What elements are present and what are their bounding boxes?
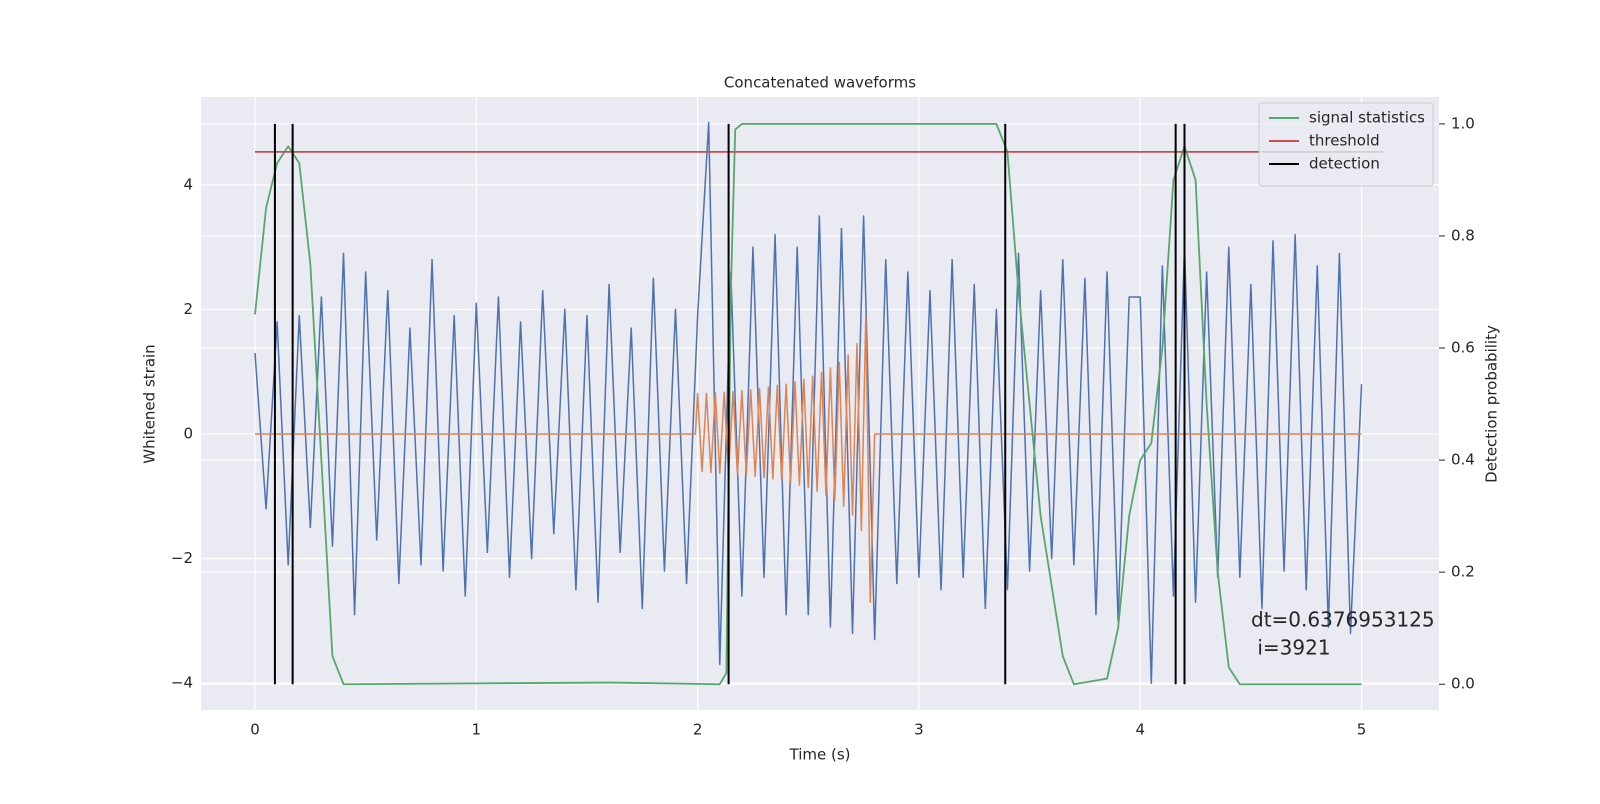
annotation: i=3921 [1251, 636, 1331, 660]
x-tick-label: 2 [693, 721, 703, 739]
x-tick-label: 5 [1357, 721, 1367, 739]
x-tick-label: 4 [1135, 721, 1145, 739]
annotation: dt=0.6376953125 [1251, 608, 1435, 632]
legend-label: signal statistics [1309, 109, 1425, 127]
y-tick-label: −4 [171, 674, 193, 692]
y-tick-label: 0 [183, 425, 193, 443]
y2-axis-label: Detection probability [1483, 325, 1501, 483]
y2-tick-label: 0.0 [1451, 675, 1475, 693]
legend: signal statistics threshold detection [1258, 102, 1434, 187]
y-tick-label: −2 [171, 549, 193, 567]
chart-title: Concatenated waveforms [724, 74, 916, 92]
y2-tick-label: 0.6 [1451, 339, 1475, 357]
y2-tick-label: 0.8 [1451, 226, 1475, 244]
legend-label: detection [1309, 155, 1380, 173]
y-tick-label: 2 [183, 300, 193, 318]
x-axis-label: Time (s) [789, 746, 851, 764]
x-tick-label: 0 [250, 721, 260, 739]
x-tick-label: 1 [472, 721, 482, 739]
y2-tick-label: 0.2 [1451, 563, 1475, 581]
legend-label: threshold [1309, 132, 1380, 150]
y2-tick-label: 0.4 [1451, 451, 1475, 469]
legend-box [1258, 102, 1434, 187]
series-line [254, 123, 1362, 686]
series-line [254, 121, 1363, 684]
y-axis-label: Whitened strain [141, 344, 159, 463]
series-line [255, 314, 1362, 603]
x-tick-label: 3 [914, 721, 924, 739]
y-tick-label: 4 [183, 175, 193, 193]
y2-tick-label: 1.0 [1451, 114, 1475, 132]
